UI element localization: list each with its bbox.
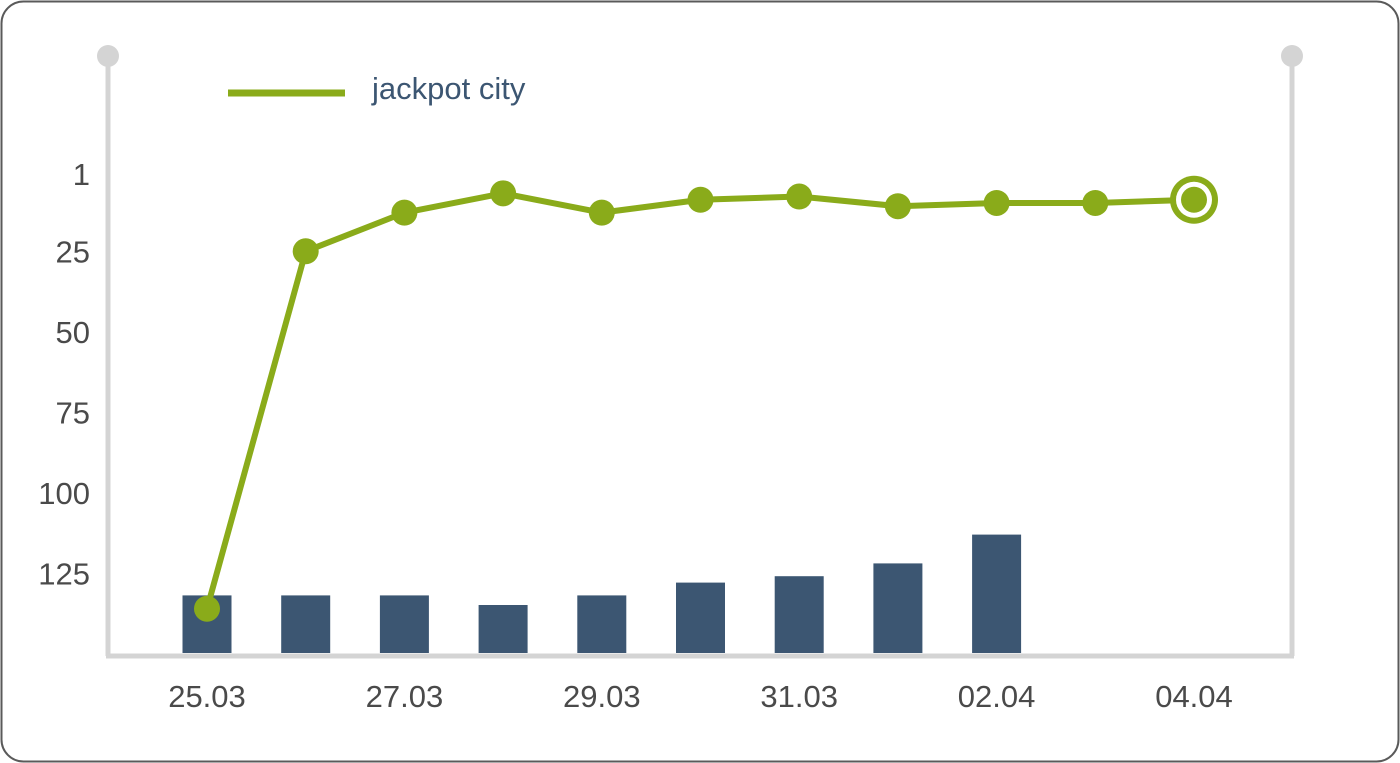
data-point [588,199,615,226]
data-point [1082,189,1109,216]
x-tick-label: 31.03 [760,679,838,714]
bar [577,595,627,653]
bar [972,534,1022,653]
bar [379,595,429,653]
x-tick-label: 02.04 [958,679,1036,714]
data-point [687,186,714,213]
axes [97,45,1303,659]
x-tick-label: 29.03 [563,679,641,714]
data-point [983,189,1010,216]
x-axis-ticks: 25.03 27.03 29.03 31.03 02.04 04.04 [168,679,1233,714]
legend: jackpot city [228,71,526,106]
x-tick-label: 25.03 [168,679,246,714]
bar [478,605,528,653]
bar [774,576,824,653]
y-tick-label: 125 [38,556,90,591]
y-tick-label: 50 [56,315,90,350]
left-axis-cap [97,45,119,67]
x-tick-label: 04.04 [1155,679,1233,714]
y-tick-label: 25 [56,234,90,269]
right-axis-cap [1281,45,1303,67]
x-tick-label: 27.03 [366,679,444,714]
y-tick-label: 100 [38,476,90,511]
bar [281,595,331,653]
data-point [786,183,813,210]
y-tick-label: 1 [73,157,90,192]
highlight-point [1181,186,1207,213]
data-point [292,238,319,265]
bar [873,563,923,653]
data-point [490,180,517,207]
line-series [194,175,1218,622]
legend-label-jackpot-city: jackpot city [371,71,526,106]
bar-series [182,534,1022,653]
bar [676,582,725,653]
data-point [391,199,418,226]
data-point [884,193,911,220]
data-point [194,595,220,622]
y-tick-label: 75 [56,395,90,430]
